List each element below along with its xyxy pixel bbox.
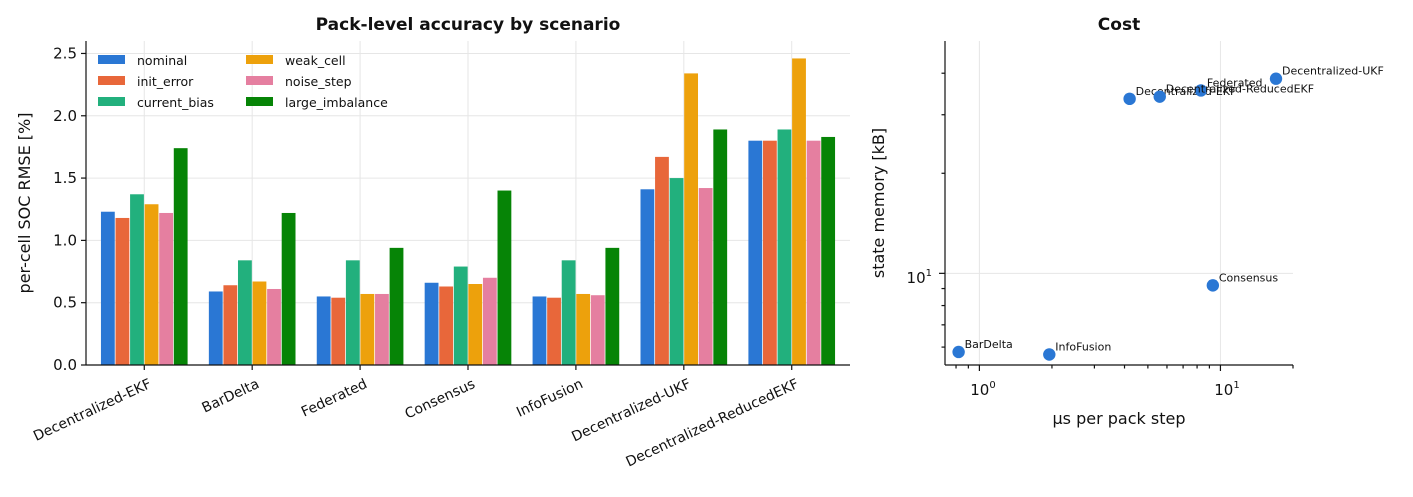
scatter-point-label-Decentralized-ReducedEKF: Decentralized-ReducedEKF — [1166, 83, 1314, 96]
scatter-point-Decentralized-ReducedEKF — [1153, 90, 1166, 103]
bar-noise_step-InfoFusion — [590, 295, 605, 365]
bar-init_error-Decentralized-UKF — [655, 156, 669, 365]
scatter-point-InfoFusion — [1043, 348, 1056, 361]
legend-swatch-large_imbalance — [246, 97, 273, 106]
bar-x-tick-label: Decentralized-EKF — [31, 376, 154, 445]
bar-nominal-Consensus — [424, 282, 439, 365]
bar-weak_cell-Decentralized-ReducedEKF — [792, 58, 806, 365]
bar-current_bias-Federated — [345, 260, 360, 365]
bar-large_imbalance-Decentralized-EKF — [173, 148, 188, 365]
bar-weak_cell-Consensus — [468, 284, 483, 365]
scatter-point-label-Federated: Federated — [1207, 76, 1263, 89]
bar-nominal-InfoFusion — [532, 296, 547, 365]
bar-y-axis-label: per-cell SOC RMSE [%] — [15, 113, 34, 294]
bar-weak_cell-InfoFusion — [576, 293, 591, 365]
legend-label-init_error: init_error — [137, 74, 194, 89]
bar-large_imbalance-Federated — [389, 247, 404, 365]
scatter-x-tick-label-1: 100 — [970, 380, 995, 399]
scatter-point-BarDelta — [952, 345, 965, 359]
bar-noise_step-BarDelta — [267, 288, 281, 365]
bar-noise_step-Consensus — [482, 277, 497, 365]
bar-weak_cell-Federated — [360, 293, 375, 365]
bar-y-tick-label: 0.0 — [53, 356, 77, 374]
scatter-chart-panel: Cost 100 101 101 Decentralized-EKFBarDel… — [869, 15, 1384, 428]
bar-noise_step-Decentralized-ReducedEKF — [806, 140, 821, 365]
scatter-point-label-InfoFusion: InfoFusion — [1055, 340, 1111, 353]
bar-x-tick-label: BarDelta — [200, 376, 262, 416]
scatter-x-tick-label-10: 101 — [1214, 380, 1239, 399]
bar-large_imbalance-Decentralized-ReducedEKF — [821, 136, 836, 365]
scatter-point-Decentralized-EKF — [1123, 92, 1136, 106]
scatter-point-Consensus — [1206, 279, 1220, 292]
bar-x-ticks: Decentralized-EKF BarDelta Federated Consen… — [31, 365, 801, 470]
bar-x-tick-label: Consensus — [403, 376, 478, 422]
scatter-point-Federated — [1194, 84, 1208, 97]
legend-swatch-nominal — [98, 55, 125, 64]
bar-current_bias-BarDelta — [237, 260, 252, 365]
bar-chart-title: Pack-level accuracy by scenario — [316, 15, 621, 35]
bar-noise_step-Federated — [375, 293, 389, 365]
bar-init_error-Decentralized-ReducedEKF — [762, 140, 777, 365]
bar-weak_cell-BarDelta — [252, 281, 267, 365]
scatter-chart-axes — [944, 41, 1293, 366]
legend-label-large_imbalance: large_imbalance — [285, 95, 388, 110]
bar-noise_step-Decentralized-EKF — [159, 212, 174, 365]
bar-y-ticks: 0.0 0.5 1.0 1.5 2.0 2.5 — [53, 44, 86, 374]
bar-init_error-InfoFusion — [547, 297, 561, 365]
legend-label-nominal: nominal — [137, 53, 187, 68]
legend-label-current_bias: current_bias — [137, 95, 214, 110]
legend-label-noise_step: noise_step — [285, 74, 352, 89]
scatter-point-label-BarDelta: BarDelta — [965, 338, 1013, 351]
bar-large_imbalance-BarDelta — [281, 212, 296, 365]
bar-x-tick-label: Decentralized-ReducedEKF — [624, 376, 802, 470]
bar-nominal-Federated — [316, 296, 331, 365]
bar-init_error-Consensus — [439, 286, 454, 365]
scatter-point-label-Decentralized-UKF: Decentralized-UKF — [1282, 65, 1384, 78]
bar-nominal-Decentralized-UKF — [640, 189, 655, 365]
bar-large_imbalance-Consensus — [497, 190, 512, 365]
scatter-x-axis-label: μs per pack step — [1053, 409, 1186, 428]
bar-nominal-Decentralized-EKF — [100, 211, 115, 365]
scatter-points: Decentralized-EKFBarDeltaFederatedConsen… — [952, 65, 1384, 361]
bar-chart-panel: Pack-level accuracy by scenario 0.0 0.5 1.… — [15, 15, 850, 470]
bar-x-tick-label: Federated — [299, 376, 370, 420]
bar-current_bias-Consensus — [453, 266, 468, 365]
bar-y-tick-label: 0.5 — [53, 294, 77, 312]
bar-chart-legend: nominal init_error current_bias weak_cellno… — [98, 53, 388, 110]
scatter-y-axis-label: state memory [kB] — [869, 128, 888, 278]
scatter-ticks: 100 101 101 — [907, 72, 1294, 399]
legend-swatch-weak_cell — [246, 55, 273, 64]
scatter-point-Decentralized-UKF — [1269, 72, 1283, 85]
bar-init_error-Decentralized-EKF — [115, 217, 130, 365]
scatter-chart-grid — [945, 41, 1293, 365]
bar-y-tick-label: 2.0 — [53, 107, 77, 125]
bar-noise_step-Decentralized-UKF — [698, 188, 713, 365]
bar-current_bias-InfoFusion — [561, 260, 576, 365]
bar-chart-grid — [86, 41, 850, 366]
bar-weak_cell-Decentralized-EKF — [144, 204, 159, 365]
bar-large_imbalance-Decentralized-UKF — [713, 129, 728, 365]
bar-large_imbalance-InfoFusion — [605, 247, 620, 365]
bar-weak_cell-Decentralized-UKF — [684, 73, 699, 366]
legend-swatch-init_error — [98, 76, 125, 85]
bar-current_bias-Decentralized-EKF — [130, 194, 144, 365]
scatter-chart-title: Cost — [1098, 15, 1140, 35]
bar-chart-bars — [100, 58, 836, 366]
bar-x-tick-label: InfoFusion — [514, 376, 585, 421]
legend-swatch-current_bias — [98, 97, 125, 106]
bar-y-tick-label: 2.5 — [53, 44, 77, 62]
legend-label-weak_cell: weak_cell — [285, 53, 346, 68]
bar-current_bias-Decentralized-ReducedEKF — [777, 129, 792, 365]
scatter-point-label-Consensus: Consensus — [1219, 271, 1279, 284]
bar-y-tick-label: 1.0 — [53, 231, 77, 249]
bar-y-tick-label: 1.5 — [53, 169, 77, 187]
bar-nominal-BarDelta — [208, 291, 223, 365]
bar-init_error-BarDelta — [223, 285, 238, 365]
bar-current_bias-Decentralized-UKF — [669, 178, 684, 365]
scatter-y-tick-label-10: 101 — [907, 268, 932, 287]
bar-init_error-Federated — [331, 297, 346, 365]
legend-swatch-noise_step — [246, 76, 273, 85]
bar-nominal-Decentralized-ReducedEKF — [748, 140, 763, 365]
